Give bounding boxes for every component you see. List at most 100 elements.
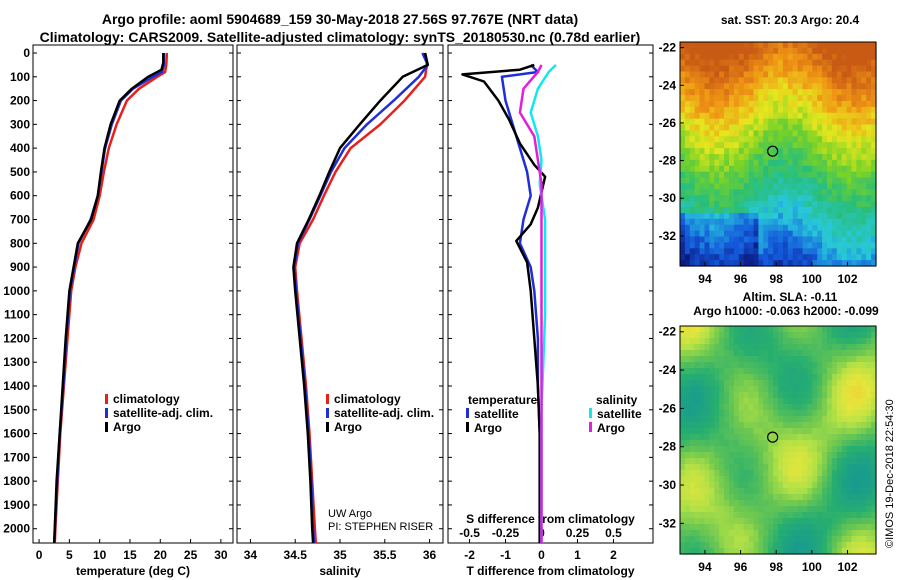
sla-map-cell — [763, 458, 769, 465]
sla-map-cell — [689, 530, 696, 537]
sla-map-cell — [768, 428, 774, 435]
sst-map-cell — [782, 42, 789, 49]
sst-map-cell — [856, 248, 862, 255]
sla-map-cell — [812, 344, 818, 351]
sla-map-cell — [792, 482, 799, 489]
sla-map-cell — [699, 482, 706, 489]
sst-map-cell — [753, 159, 759, 167]
sla-map-cell — [782, 536, 789, 543]
sla-map-cell — [817, 548, 823, 555]
sst-map-cell — [694, 142, 701, 149]
sst-map-cell — [704, 118, 710, 126]
sla-map-cell — [787, 326, 794, 333]
sla-map-cell — [719, 494, 725, 501]
sla-map-cell — [773, 452, 779, 459]
sla-map-cell — [694, 500, 701, 507]
sst-map-cell — [792, 201, 799, 208]
sla-map-cell — [797, 386, 804, 393]
sla-map-cell — [827, 530, 833, 537]
sst-map-cell — [738, 212, 745, 220]
sst-map-cell — [738, 236, 745, 244]
sst-map-cell — [748, 71, 755, 78]
sla-map-cell — [861, 488, 867, 495]
sst-map-cell — [689, 142, 696, 149]
sst-map-cell — [729, 171, 735, 179]
sla-map-cell — [758, 380, 764, 387]
sla-map-cell — [684, 410, 691, 417]
sla-map-cell — [738, 536, 745, 543]
sla-map-cell — [680, 518, 686, 525]
sst-map-cell — [724, 154, 730, 161]
sst-map-cell — [684, 112, 691, 120]
sst-map-cell — [822, 71, 828, 78]
sst-map-cell — [866, 248, 872, 255]
sst-map-cell — [689, 236, 696, 244]
sla-map-cell — [861, 416, 867, 423]
sst-map-cell — [714, 89, 720, 96]
sst-map-cell — [694, 248, 701, 255]
sst-map-cell — [802, 118, 808, 126]
sst-map-cell — [729, 71, 735, 78]
sla-map-cell — [846, 470, 853, 477]
sst-map-cell — [812, 130, 818, 137]
sla-map-cell — [861, 476, 867, 483]
sst-map-cell — [758, 195, 764, 202]
sla-map-cell — [802, 518, 808, 525]
sst-map-cell — [861, 154, 867, 161]
sla-map-cell — [729, 446, 735, 453]
sst-map-cell — [841, 100, 848, 108]
sla-map-cell — [812, 494, 818, 501]
sla-map-cell — [719, 374, 725, 381]
sla-map-cell — [797, 416, 804, 423]
sla-map-cell — [763, 440, 769, 447]
sla-map-cell — [861, 470, 867, 477]
sla-map-cell — [699, 494, 706, 501]
sla-map-cell — [753, 380, 759, 387]
sla-map-cell — [684, 326, 691, 333]
sla-map-cell — [856, 374, 862, 381]
sst-map-cell — [724, 47, 730, 55]
sst-map-cell — [787, 159, 794, 167]
sla-map-cell — [773, 500, 779, 507]
sla-map-cell — [704, 386, 710, 393]
sst-map-cell — [856, 95, 862, 102]
sst-map-cell — [817, 159, 823, 167]
sst-map-cell — [807, 154, 813, 161]
sla-map-cell — [812, 530, 818, 537]
sla-map-cell — [689, 512, 696, 519]
sst-map-cell — [704, 65, 710, 73]
sla-map-cell — [827, 500, 833, 507]
sst-map-cell — [714, 124, 720, 132]
sla-map-cell — [738, 452, 745, 459]
sst-map-cell — [719, 236, 725, 244]
sla-map-cell — [733, 452, 740, 459]
sst-map-cell — [778, 130, 784, 137]
sst-map-cell — [758, 112, 764, 120]
sst-map-cell — [778, 83, 784, 90]
sst-map-cell — [748, 230, 755, 238]
sst-map-cell — [694, 218, 701, 226]
sla-map-cell — [684, 542, 691, 549]
sla-map-cell — [680, 422, 686, 429]
sla-map-cell — [694, 506, 701, 513]
sla-map-cell — [729, 542, 735, 549]
sst-map-cell — [719, 224, 725, 232]
sla-map-cell — [817, 446, 823, 453]
sla-map-cell — [773, 356, 779, 363]
sla-map-cell — [836, 506, 843, 513]
sst-map-cell — [851, 124, 857, 132]
sla-map-cell — [792, 410, 799, 417]
sla-map-cell — [699, 374, 706, 381]
sla-map-cell — [802, 368, 808, 375]
temp-xtick-label: 25 — [184, 548, 198, 562]
sla-map-cell — [758, 548, 764, 555]
sla-map-cell — [729, 326, 735, 333]
sla-map-cell — [758, 530, 764, 537]
sst-map-cell — [738, 177, 745, 185]
sla-map-cell — [753, 488, 759, 495]
sla-map-cell — [719, 362, 725, 369]
sst-map-cell — [694, 154, 701, 161]
sla-map-cell — [861, 374, 867, 381]
sst-map-cell — [680, 118, 686, 126]
sst-map-cell — [694, 42, 701, 49]
